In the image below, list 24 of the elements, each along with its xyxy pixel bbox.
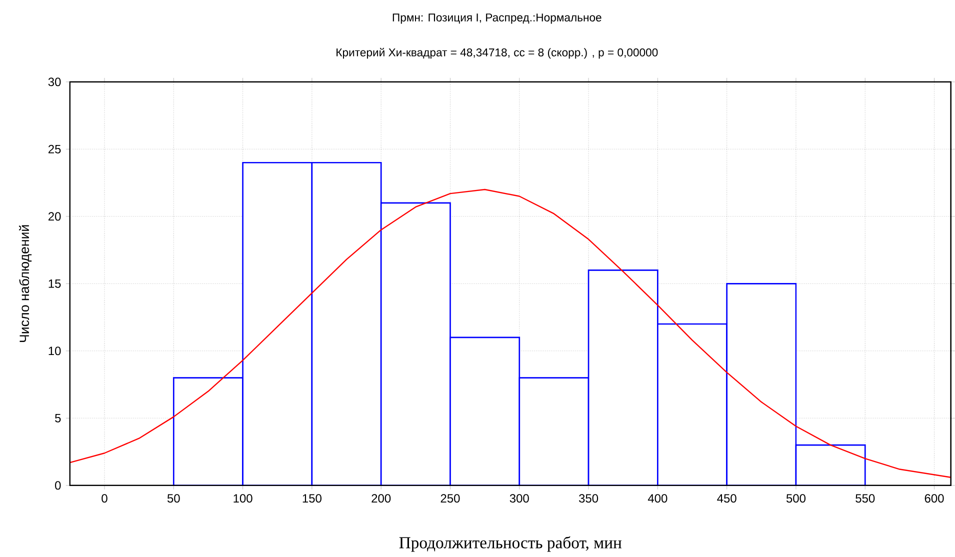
x-tick-label: 0 (102, 494, 108, 502)
x-tick-label: 150 (302, 494, 322, 502)
y-tick-label: 20 (48, 212, 61, 220)
y-tick-label: 25 (48, 144, 61, 154)
y-tick-label: 5 (55, 414, 61, 422)
x-tick-label: 350 (578, 494, 598, 502)
x-tick-label: 50 (167, 494, 180, 502)
x-tick-label: 450 (717, 494, 736, 502)
x-tick-label: 600 (924, 494, 944, 502)
y-tick-label: 10 (48, 346, 61, 356)
x-axis-title: Продолжительность работ, мин (399, 536, 622, 552)
y-axis-title: Число наблюдений (19, 225, 32, 342)
y-tick-label: 0 (55, 481, 61, 490)
x-tick-label: 550 (856, 494, 875, 502)
chart-title: Прмн: Позиция I, Распред.:Нормальное (392, 13, 602, 24)
x-tick-label: 300 (510, 494, 529, 502)
x-tick-label: 200 (372, 494, 391, 502)
y-tick-label: 30 (48, 77, 61, 86)
x-tick-label: 250 (440, 494, 460, 502)
x-tick-label: 100 (234, 494, 252, 502)
y-tick-label: 15 (48, 279, 61, 288)
x-tick-label: 400 (648, 494, 668, 502)
x-tick-label: 500 (786, 494, 806, 502)
chart-subtitle: Критерий Хи-квадрат = 48,34718, сс = 8 (скорр.) , p = 0,00000 (336, 48, 658, 58)
